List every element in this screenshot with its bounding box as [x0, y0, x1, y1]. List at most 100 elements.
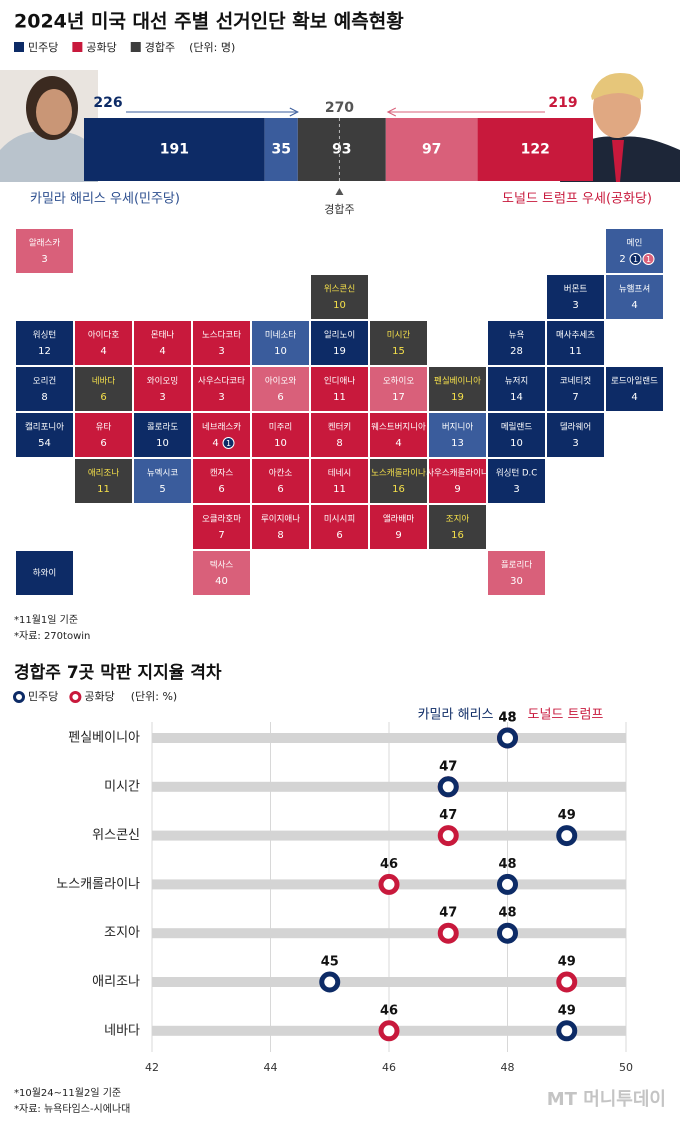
- row-track: [152, 977, 626, 987]
- note: *10월24~11월2일 기준: [14, 1087, 121, 1099]
- state-tile: [488, 367, 545, 411]
- state-votes: 11: [333, 392, 346, 403]
- legend-dot: [69, 691, 82, 703]
- state-tile: [370, 413, 427, 457]
- legend-label: 경합주: [145, 41, 175, 54]
- dem-total: 226: [93, 95, 122, 111]
- note: *11월1일 기준: [14, 614, 78, 626]
- state-votes: 19: [451, 392, 464, 403]
- state-name: 루이지애나: [261, 514, 300, 525]
- state-name: 네바다: [92, 376, 116, 387]
- state-tile: [370, 321, 427, 365]
- extra-vote-badge: [642, 253, 655, 265]
- state-tile: [252, 413, 309, 457]
- state-name: 위스콘신: [324, 285, 355, 295]
- state-tile: [252, 321, 309, 365]
- state-votes: 10: [156, 438, 169, 449]
- category-label: 펜실베이니아: [68, 731, 140, 746]
- state-votes: 13: [451, 438, 464, 449]
- bar-segment: [385, 118, 478, 181]
- unit-label: (단위: %): [131, 690, 177, 703]
- state-name: 몬태나: [151, 331, 175, 341]
- bar-value: 35: [272, 142, 291, 158]
- state-tile: [75, 459, 132, 503]
- state-votes: 3: [513, 484, 519, 495]
- pointer: [335, 188, 344, 195]
- dot: [378, 1020, 400, 1042]
- state-tile: [193, 367, 250, 411]
- state-votes: 4: [395, 438, 401, 449]
- state-votes: 10: [333, 300, 346, 311]
- state-votes: 6: [100, 392, 106, 403]
- state-name: 웨스트버지니아: [371, 422, 426, 433]
- state-name: 네브래스카: [202, 423, 241, 433]
- state-votes: 6: [277, 392, 283, 403]
- category-label: 애리조나: [92, 975, 140, 990]
- state-votes: 3: [572, 300, 578, 311]
- state-tile: [370, 505, 427, 549]
- state-name: 사우스캐롤라이나: [426, 468, 489, 479]
- state-votes: 4: [631, 392, 637, 403]
- series-label: 카밀라 해리스: [418, 708, 494, 723]
- state-name: 미네소타: [265, 331, 296, 341]
- bar-value: 97: [422, 142, 441, 158]
- state-name: 아칸소: [269, 468, 293, 479]
- state-name: 워싱턴: [33, 330, 56, 341]
- state-votes: 3: [218, 346, 224, 357]
- bar-segment: [477, 118, 593, 181]
- dot: [497, 727, 518, 749]
- value-label: 48: [498, 711, 516, 726]
- row-track: [152, 733, 626, 743]
- state-votes: 9: [454, 484, 460, 495]
- state-tile: [488, 459, 545, 503]
- dot: [556, 825, 578, 847]
- dot: [437, 825, 459, 847]
- state-name: 사우스다코타: [198, 377, 245, 387]
- bar-value: 191: [160, 142, 189, 158]
- row-track: [152, 928, 626, 939]
- dot: [556, 971, 578, 993]
- state-tile: [134, 321, 191, 365]
- state-votes: 7: [572, 392, 578, 403]
- state-name: 아이다호: [88, 330, 119, 341]
- extra-vote: 1: [226, 439, 231, 448]
- state-name: 뉴욕: [509, 331, 525, 341]
- row-track: [152, 781, 626, 792]
- state-votes: 7: [218, 530, 224, 541]
- state-votes: 8: [41, 392, 47, 403]
- state-votes: 8: [277, 530, 283, 541]
- state-name: 알래스카: [29, 238, 60, 249]
- state-tile: [193, 551, 250, 595]
- state-name: 플로리다: [501, 561, 532, 571]
- state-name: 코네티컷: [560, 376, 591, 387]
- state-votes: 9: [395, 530, 401, 541]
- x-tick-label: 42: [145, 1061, 159, 1074]
- state-tile: [75, 367, 132, 411]
- category-label: 위스콘신: [92, 828, 140, 843]
- state-tile: [370, 459, 427, 503]
- state-name: 펜실베이니아: [434, 376, 481, 387]
- state-name: 텍사스: [210, 560, 234, 571]
- state-tile: [429, 367, 486, 411]
- state-votes: 14: [510, 392, 523, 403]
- state-name: 워싱턴 D.C: [496, 468, 537, 479]
- state-name: 조지아: [446, 514, 470, 525]
- state-tile: [134, 413, 191, 457]
- state-tile: [429, 459, 486, 503]
- state-tile: [75, 413, 132, 457]
- state-votes: 11: [97, 484, 110, 495]
- note: *자료: 270towin: [14, 630, 90, 642]
- state-votes: 3: [159, 392, 165, 403]
- state-tile: [75, 321, 132, 365]
- state-votes: 8: [336, 438, 342, 449]
- category-label: 노스캐롤라이나: [56, 877, 140, 892]
- unit-label: (단위: 명): [189, 41, 235, 54]
- state-name: 애리조나: [88, 469, 119, 479]
- state-tile: [547, 367, 604, 411]
- harris-photo: [0, 70, 98, 182]
- dot: [497, 922, 518, 944]
- watermark: MT 머니투데이: [547, 1089, 666, 1110]
- bar-value: 93: [332, 142, 351, 158]
- note: *자료: 뉴욕타임스-시에나대: [14, 1102, 130, 1115]
- legend-swatch: [14, 42, 24, 52]
